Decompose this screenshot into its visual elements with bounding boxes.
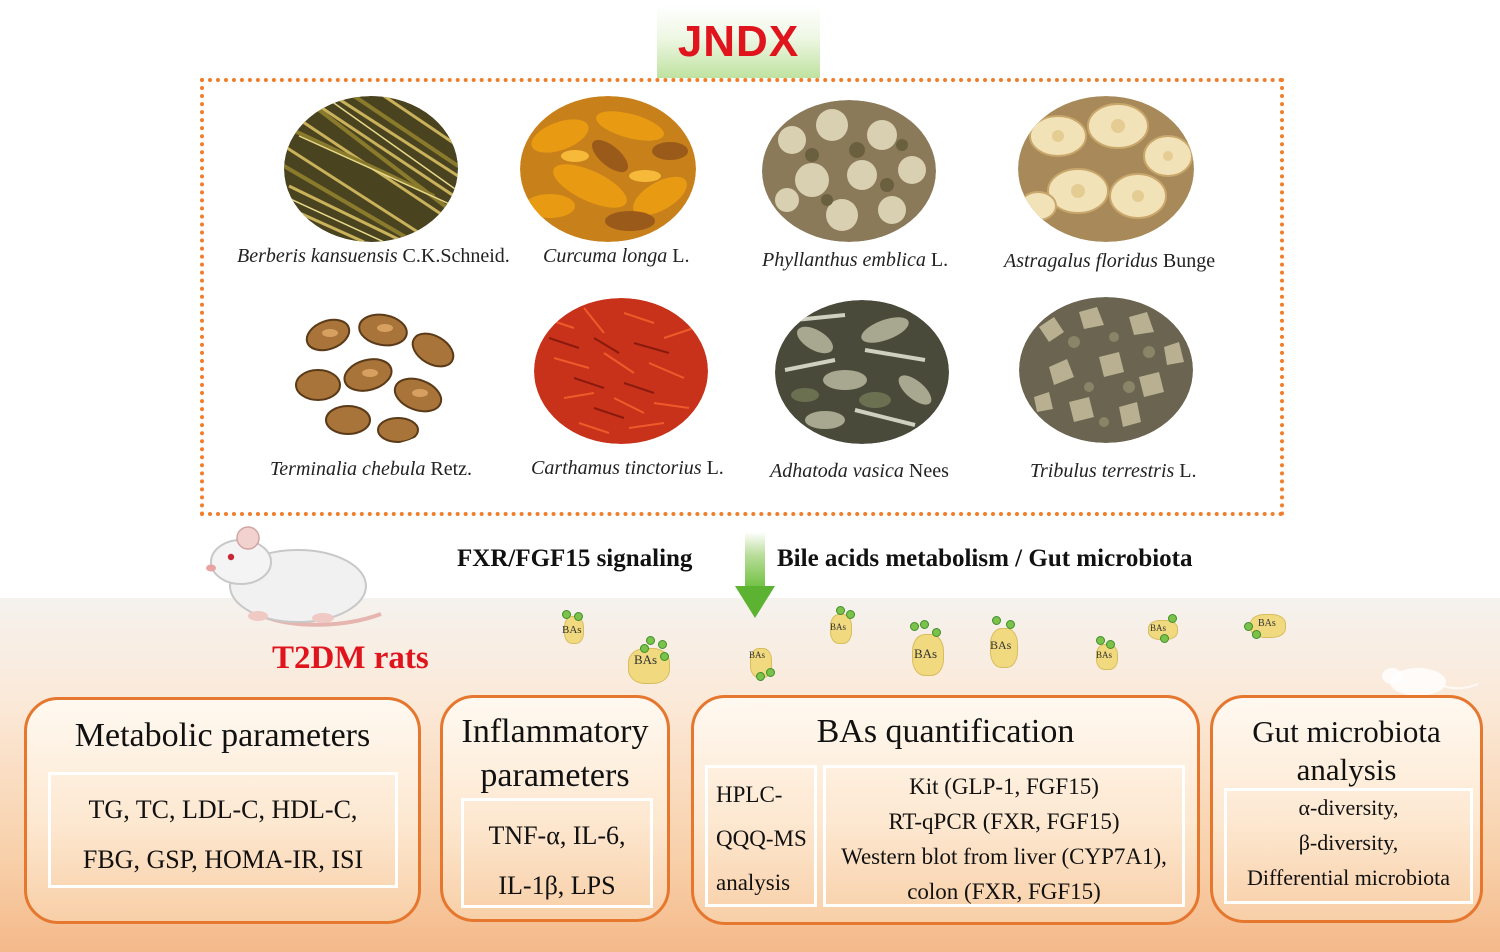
method-line: HPLC- <box>716 782 783 807</box>
bile-acid-molecule: BAs <box>1092 636 1120 670</box>
bas-quantification-panel: BAs quantification HPLC- QQQ-MS analysis… <box>691 695 1200 925</box>
assay-list-box: Kit (GLP-1, FGF15) RT-qPCR (FXR, FGF15) … <box>823 765 1185 907</box>
microbiota-line: Differential microbiota <box>1246 865 1451 890</box>
herb-label-curcuma: Curcuma longa L. <box>543 245 690 267</box>
herb-formula-frame <box>200 78 1284 516</box>
herb-label-adhatoda: Adhatoda vasica Nees <box>770 460 949 482</box>
herb-label-tribulus: Tribulus terrestris L. <box>1030 460 1197 482</box>
bile-acid-molecule: BAs <box>986 616 1020 668</box>
herb-photo-terminalia <box>288 300 462 446</box>
panel-title: analysis <box>1296 752 1397 787</box>
herb-photo-astragalus <box>1018 96 1194 242</box>
faint-rat-illustration <box>1382 668 1478 696</box>
herb-photo-carthamus <box>534 298 708 444</box>
microbiota-line: α-diversity, <box>1298 795 1399 820</box>
panel-title: Inflammatory <box>461 713 649 750</box>
panel-title: Gut microbiota <box>1252 714 1441 749</box>
herb-label-phyllanthus: Phyllanthus emblica L. <box>762 249 949 271</box>
gut-microbiota-panel: Gut microbiota analysis α-diversity, β-d… <box>1210 695 1483 923</box>
rat-illustration <box>206 526 382 627</box>
pathway-label-left: FXR/FGF15 signaling <box>457 545 693 572</box>
herb-photo-tribulus <box>1019 297 1193 443</box>
assay-line: colon (FXR, FGF15) <box>907 879 1101 904</box>
method-box: HPLC- QQQ-MS analysis <box>705 765 817 907</box>
herb-photo-curcuma <box>520 96 696 242</box>
metabolic-parameters-panel: Metabolic parameters TG, TC, LDL-C, HDL-… <box>24 697 421 924</box>
title-banner: JNDX <box>657 5 820 78</box>
bile-acid-molecule: BAs <box>558 610 588 644</box>
panel-title: Metabolic parameters <box>74 717 371 754</box>
microbiota-line: β-diversity, <box>1298 830 1399 855</box>
microbiota-list-box: α-diversity, β-diversity, Differential m… <box>1224 788 1473 904</box>
bile-acid-molecule: BAs <box>906 620 948 676</box>
down-arrow-shaft <box>745 532 765 590</box>
method-line: QQQ-MS <box>716 826 807 851</box>
metabolic-list-box: TG, TC, LDL-C, HDL-C, FBG, GSP, HOMA-IR,… <box>48 772 398 888</box>
pathway-label-right: Bile acids metabolism / Gut microbiota <box>777 545 1193 572</box>
bile-acid-molecule: BAs <box>1146 614 1180 643</box>
bile-acid-molecule: BAs <box>1244 612 1288 642</box>
panel-title: BAs quantification <box>816 713 1075 750</box>
page-title: JNDX <box>677 17 800 66</box>
herb-label-astragalus: Astragalus floridus Bunge <box>1004 250 1216 272</box>
assay-line: Kit (GLP-1, FGF15) <box>909 774 1099 799</box>
herb-label-terminalia: Terminalia chebula Retz. <box>270 458 473 480</box>
bile-acid-molecule: BAs <box>626 636 672 684</box>
panel-title: parameters <box>480 757 630 794</box>
model-label: T2DM rats <box>272 640 429 676</box>
inflammatory-line: IL-1β, LPS <box>498 871 616 900</box>
assay-line: RT-qPCR (FXR, FGF15) <box>888 809 1120 834</box>
herb-label-carthamus: Carthamus tinctorius L. <box>531 457 724 479</box>
bile-acid-molecule: BAs <box>826 606 856 644</box>
method-line: analysis <box>716 870 791 895</box>
metabolic-line: FBG, GSP, HOMA-IR, ISI <box>82 845 364 874</box>
inflammatory-list-box: TNF-α, IL-6, IL-1β, LPS <box>461 798 653 908</box>
assay-line: Western blot from liver (CYP7A1), <box>841 844 1167 869</box>
herb-photo-phyllanthus <box>762 100 936 242</box>
herb-label-berberis: Berberis kansuensis C.K.Schneid. <box>237 245 510 267</box>
herb-photo-adhatoda <box>775 300 949 444</box>
down-arrow-icon <box>735 586 775 618</box>
inflammatory-parameters-panel: Inflammatory parameters TNF-α, IL-6, IL-… <box>440 695 670 922</box>
bile-acid-molecule: BAs <box>746 644 776 681</box>
inflammatory-line: TNF-α, IL-6, <box>488 821 626 850</box>
metabolic-line: TG, TC, LDL-C, HDL-C, <box>88 795 358 824</box>
herb-photo-berberis <box>284 96 458 242</box>
